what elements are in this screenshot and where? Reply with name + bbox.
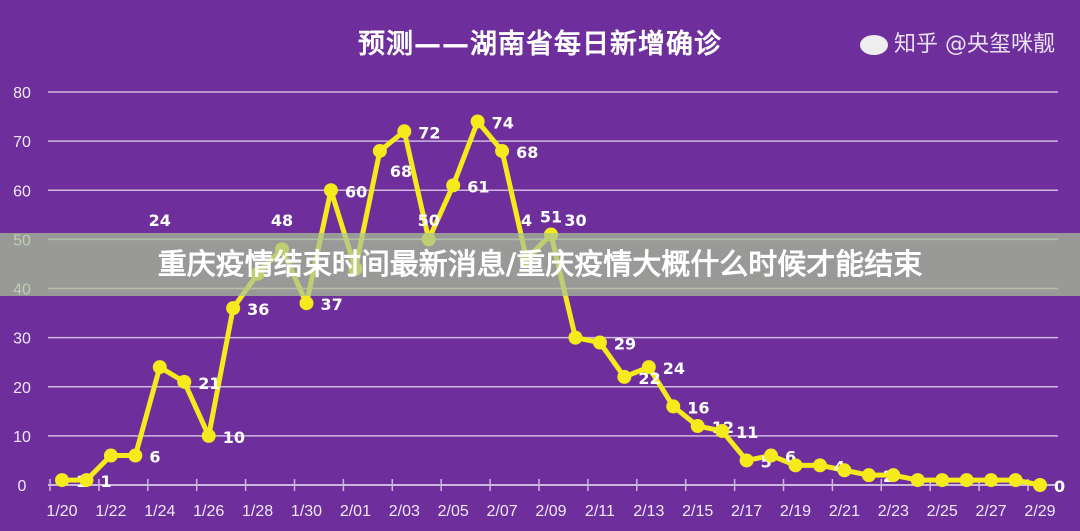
x-tick-label: 2/27	[976, 503, 1007, 520]
data-point	[1008, 473, 1023, 488]
x-tick-label: 2/11	[585, 503, 615, 520]
data-label: 21	[198, 374, 220, 393]
x-tick-label: 2/09	[535, 503, 566, 520]
data-label: 5	[761, 452, 772, 471]
y-tick-label: 0	[18, 478, 27, 495]
x-tick-label: 2/29	[1024, 503, 1055, 520]
x-tick-label: 2/07	[487, 503, 518, 520]
data-label: 74	[492, 113, 514, 132]
data-point	[128, 448, 143, 463]
x-tick-label: 2/23	[878, 503, 909, 520]
data-point	[201, 428, 216, 443]
data-label: 51	[540, 207, 562, 226]
data-label: 37	[321, 295, 343, 314]
data-label: 68	[516, 143, 538, 162]
data-point	[739, 453, 754, 468]
data-point	[715, 423, 730, 438]
data-point	[812, 458, 827, 473]
data-label: 61	[467, 177, 489, 196]
data-point	[495, 143, 510, 158]
data-label: 72	[418, 123, 440, 142]
y-tick-label: 70	[13, 134, 31, 151]
y-tick-label: 30	[13, 331, 31, 348]
data-point	[666, 399, 681, 414]
data-point	[1033, 478, 1047, 492]
x-tick-label: 2/17	[731, 503, 762, 520]
data-label: 36	[247, 300, 269, 319]
data-point	[372, 143, 387, 158]
y-tick-label: 80	[13, 85, 31, 102]
data-point	[788, 458, 803, 473]
data-label: 0	[1054, 477, 1065, 496]
data-point	[177, 374, 192, 389]
data-label: 68	[390, 162, 412, 181]
data-point	[299, 296, 314, 311]
data-point	[910, 473, 925, 488]
data-point	[641, 360, 656, 375]
data-point	[323, 183, 338, 198]
data-point	[690, 419, 705, 434]
x-tick-label: 2/01	[340, 503, 371, 520]
x-tick-label: 2/19	[780, 503, 811, 520]
x-tick-label: 2/03	[389, 503, 420, 520]
data-point	[861, 468, 876, 483]
data-label: 6	[785, 448, 796, 467]
data-label: 22	[638, 369, 660, 388]
data-point	[984, 473, 999, 488]
data-label: 6	[149, 448, 160, 467]
data-point	[397, 124, 412, 139]
x-tick-label: 1/24	[144, 503, 175, 520]
data-point	[837, 463, 852, 478]
x-tick-label: 2/25	[927, 503, 958, 520]
watermark: 知乎 @央玺咪靓	[860, 26, 1055, 58]
data-label: 16	[687, 398, 709, 417]
data-point	[617, 369, 632, 384]
watermark-text: 知乎 @央玺咪靓	[894, 32, 1055, 57]
data-point	[568, 330, 583, 345]
y-tick-label: 60	[13, 183, 31, 200]
x-tick-label: 1/26	[193, 503, 224, 520]
data-point	[103, 448, 118, 463]
data-point	[79, 473, 94, 488]
data-point	[935, 473, 950, 488]
x-tick-label: 1/28	[242, 503, 273, 520]
x-tick-label: 1/22	[95, 503, 126, 520]
data-point	[592, 335, 607, 350]
data-label: 30	[564, 211, 586, 230]
banner-text: 重庆疫情结束时间最新消息/重庆疫情大概什么时候才能结束	[157, 247, 923, 281]
y-tick-label: 20	[13, 380, 31, 397]
x-tick-label: 2/21	[829, 503, 860, 520]
wechat-icon	[860, 35, 888, 55]
data-label: 48	[271, 211, 293, 230]
x-tick-label: 2/05	[438, 503, 469, 520]
data-point	[446, 178, 461, 193]
y-tick-label: 10	[13, 429, 31, 446]
data-point	[152, 360, 167, 375]
data-point	[886, 468, 901, 483]
data-label: 11	[736, 423, 758, 442]
data-label: 24	[663, 359, 685, 378]
data-label: 50	[418, 211, 440, 230]
data-label: 4	[521, 211, 532, 230]
data-point	[55, 473, 69, 488]
overlay-banner: 重庆疫情结束时间最新消息/重庆疫情大概什么时候才能结束	[0, 233, 1080, 296]
data-point	[764, 448, 779, 463]
data-label: 1	[100, 472, 111, 491]
data-label: 29	[614, 335, 636, 354]
x-tick-label: 1/30	[291, 503, 322, 520]
x-tick-label: 1/20	[46, 503, 77, 520]
data-label: 10	[223, 428, 245, 447]
data-label: 24	[149, 211, 171, 230]
x-tick-label: 2/15	[682, 503, 713, 520]
chart-title: 预测——湖南省每日新增确诊	[358, 29, 722, 60]
data-point	[470, 114, 485, 129]
data-point	[226, 301, 241, 316]
data-point	[959, 473, 974, 488]
x-tick-label: 2/13	[633, 503, 664, 520]
data-label: 60	[345, 182, 367, 201]
